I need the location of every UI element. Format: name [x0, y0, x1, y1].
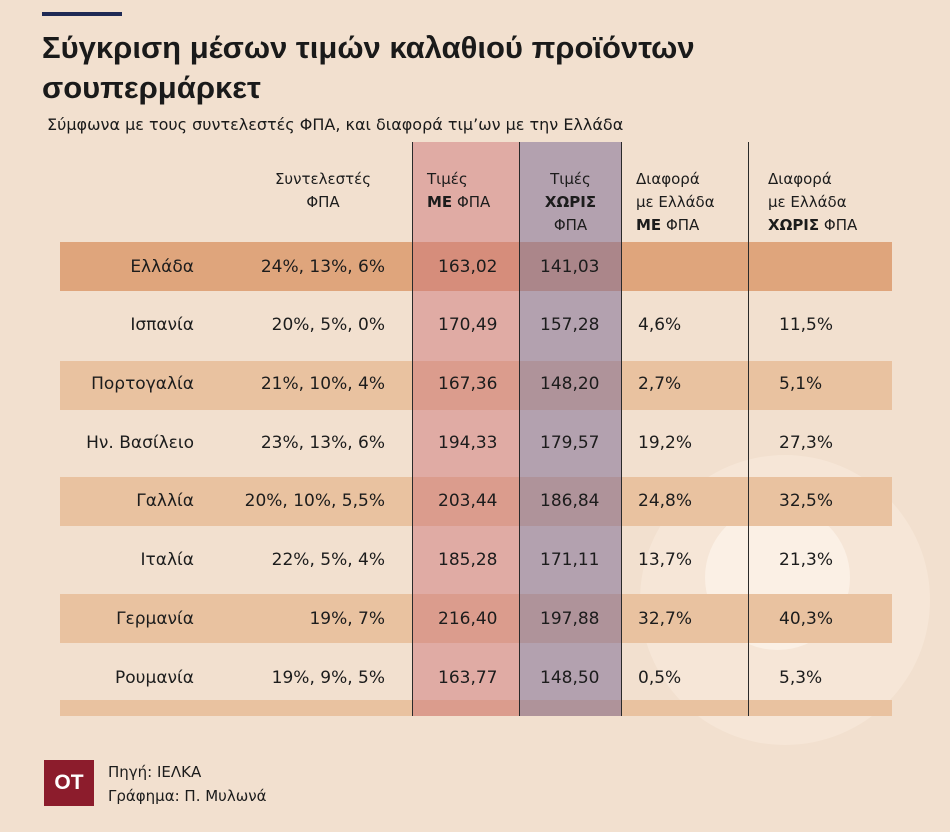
price-without-vat-cell: 148,50 [540, 668, 600, 688]
price-with-vat-cell: 185,28 [438, 550, 498, 570]
diff-without-vat-cell: 11,5% [779, 315, 834, 335]
vat-rates-cell: 23%, 13%, 6% [260, 433, 385, 453]
source-text: Πηγή: ΙΕΛΚΑ [108, 763, 202, 781]
price-without-vat-cell: 171,11 [540, 550, 600, 570]
column-divider [412, 142, 413, 716]
vat-rates-cell: 24%, 13%, 6% [260, 257, 385, 277]
column-without-vat-highlight [519, 142, 621, 716]
vat-rates-cell: 21%, 10%, 4% [260, 374, 385, 394]
country-cell: Ρουμανία [115, 668, 194, 688]
price-without-vat-cell: 157,28 [540, 315, 600, 335]
price-without-vat-cell: 186,84 [540, 491, 600, 511]
price-without-vat-cell: 148,20 [540, 374, 600, 394]
diff-without-vat-cell: 40,3% [779, 609, 834, 629]
country-cell: Γερμανία [116, 609, 194, 629]
diff-without-vat-cell: 5,3% [779, 668, 823, 688]
country-cell: Ην. Βασίλειο [86, 433, 194, 453]
diff-without-vat-cell: 32,5% [779, 491, 834, 511]
price-with-vat-cell: 194,33 [438, 433, 498, 453]
header-diff-without-vat: Διαφορά με Ελλάδα ΧΩΡΙΣ ΦΠΑ [768, 170, 858, 234]
country-cell: Ιταλία [140, 550, 194, 570]
vat-rates-cell: 20%, 10%, 5,5% [244, 491, 385, 511]
diff-with-vat-cell: 0,5% [638, 668, 682, 688]
diff-without-vat-cell: 21,3% [779, 550, 834, 570]
diff-with-vat-cell: 2,7% [638, 374, 682, 394]
column-divider [621, 142, 622, 716]
diff-with-vat-cell: 13,7% [638, 550, 693, 570]
column-divider [519, 142, 520, 716]
diff-without-vat-cell: 5,1% [779, 374, 823, 394]
price-without-vat-cell: 197,88 [540, 609, 600, 629]
price-with-vat-cell: 203,44 [438, 491, 498, 511]
column-divider [748, 142, 749, 716]
header-price-without-vat: Τιμές ΧΩΡΙΣ ΦΠΑ [544, 170, 597, 234]
price-with-vat-cell: 163,02 [438, 257, 498, 277]
price-without-vat-cell: 179,57 [540, 433, 600, 453]
country-cell: Γαλλία [136, 491, 194, 511]
price-with-vat-cell: 170,49 [438, 315, 498, 335]
diff-without-vat-cell: 27,3% [779, 433, 834, 453]
country-cell: Πορτογαλία [91, 374, 194, 394]
price-without-vat-cell: 141,03 [540, 257, 600, 277]
price-with-vat-cell: 167,36 [438, 374, 498, 394]
vat-rates-cell: 19%, 7% [309, 609, 385, 629]
ot-logo: OT [44, 760, 94, 806]
vat-rates-cell: 19%, 9%, 5% [271, 668, 385, 688]
header-vat-rates: Συντελεστές ΦΠΑ [274, 170, 372, 211]
page-title: Σύγκριση μέσων τιμών καλαθιού προϊόντων … [42, 30, 695, 105]
accent-rule [42, 12, 122, 16]
diff-with-vat-cell: 24,8% [638, 491, 693, 511]
diff-with-vat-cell: 32,7% [638, 609, 693, 629]
page-subtitle: Σύμφωνα με τους συντελεστές ΦΠΑ, και δια… [47, 115, 624, 134]
country-cell: Ισπανία [130, 315, 194, 335]
price-with-vat-cell: 216,40 [438, 609, 498, 629]
column-with-vat-highlight [413, 142, 519, 716]
diff-with-vat-cell: 19,2% [638, 433, 693, 453]
vat-rates-cell: 20%, 5%, 0% [271, 315, 385, 335]
price-with-vat-cell: 163,77 [438, 668, 498, 688]
header-price-with-vat: Τιμές ΜΕ ΦΠΑ [427, 170, 491, 211]
vat-rates-cell: 22%, 5%, 4% [271, 550, 385, 570]
country-cell: Ελλάδα [130, 257, 194, 277]
credit-text: Γράφημα: Π. Μυλωνά [108, 787, 267, 805]
header-diff-with-vat: Διαφορά με Ελλάδα ΜΕ ΦΠΑ [636, 170, 715, 234]
diff-with-vat-cell: 4,6% [638, 315, 682, 335]
